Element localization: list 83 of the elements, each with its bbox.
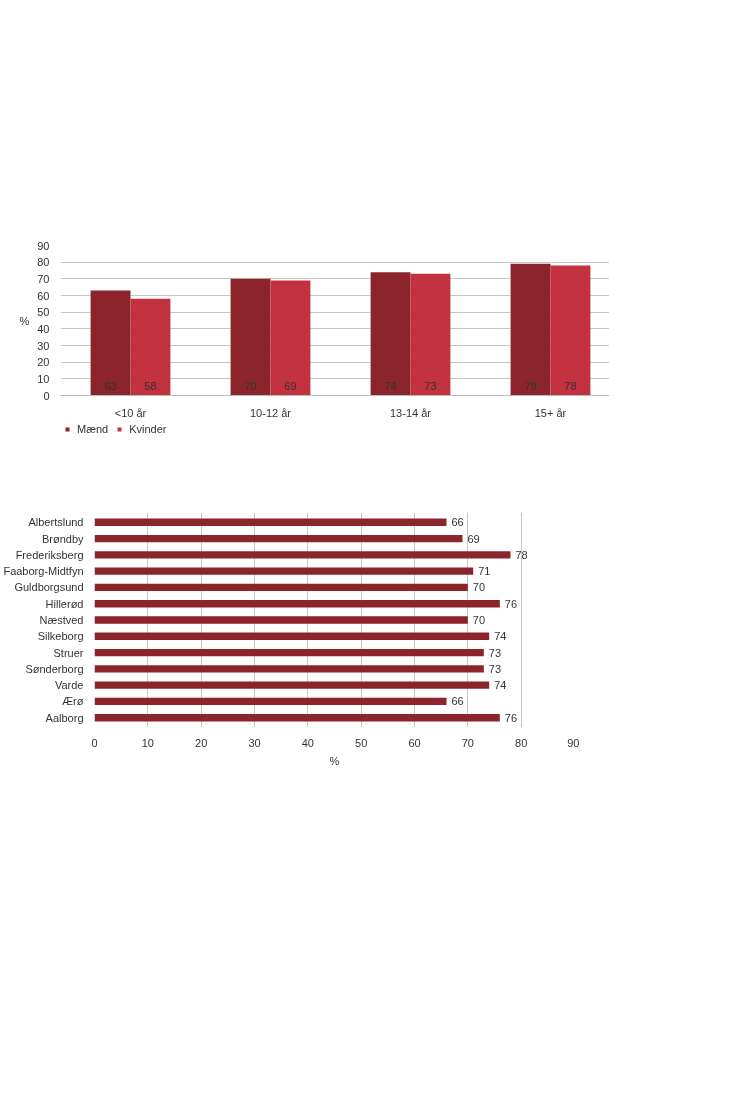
x-tick-label: 40 [301,736,314,749]
data-label: 70 [244,379,257,392]
data-label: 78 [515,548,528,561]
bar [94,551,511,559]
y-tick-label: 90 [37,239,50,252]
x-tick-label: 15+ år [534,406,567,419]
bar [94,697,447,706]
y-tick-label: Aalborg [45,711,84,724]
y-tick-label: Faaborg-Midtfyn [3,565,84,578]
y-tick-label: 50 [37,306,50,319]
bar [370,272,411,396]
bar [94,600,500,608]
bar [94,534,463,543]
data-label: 73 [424,379,437,392]
x-tick-label: 50 [355,736,368,749]
y-axis-title: % [19,314,30,327]
bar [94,648,484,657]
y-tick-label: 40 [37,322,50,335]
legend-label: Mænd [77,423,109,435]
data-label: 71 [478,565,491,578]
bar [510,263,551,396]
data-label: 76 [504,711,518,724]
y-tick-label: 0 [43,389,50,402]
y-tick-label: Næstved [39,614,84,626]
bar [230,278,271,396]
bar [94,567,474,575]
data-label: 69 [284,379,297,392]
x-tick-label: 10-12 år [250,406,292,419]
data-label: 70 [472,581,486,594]
bar [270,280,311,396]
y-tick-label: Brøndby [41,532,84,545]
y-tick-label: 80 [37,256,50,269]
data-label: 66 [451,695,464,708]
y-tick-label: Ærø [62,695,84,708]
bar [130,298,171,396]
data-label: 76 [504,597,518,610]
x-tick-label: 60 [408,736,421,749]
y-tick-label: Struer [53,646,84,659]
legend-label: Kvinder [129,423,167,435]
bar [94,665,484,673]
bar [94,632,490,640]
bar [550,265,591,396]
y-tick-label: 20 [37,356,50,369]
bar [94,714,500,722]
x-tick-label: 10 [141,736,154,749]
x-tick-label: 30 [248,736,261,749]
y-tick-label: 30 [37,339,50,352]
x-tick-label: 20 [195,736,208,749]
x-tick-label: 90 [567,736,580,749]
y-tick-label: 10 [37,372,50,385]
bar [410,273,451,396]
y-tick-label: Hillerød [45,597,84,610]
data-label: 63 [104,379,117,392]
data-label: 74 [494,679,507,692]
data-label: 74 [384,379,397,392]
data-label: 79 [524,379,537,392]
data-label: 73 [488,646,502,659]
x-tick-label: 80 [515,736,528,749]
x-tick-label: 70 [461,736,474,749]
x-tick-label: <10 år [114,406,147,419]
bar [94,583,468,592]
data-label: 74 [494,630,507,643]
y-tick-label: Guldborgsund [14,581,84,594]
x-tick-label: 0 [91,736,98,749]
y-tick-label: Varde [54,679,84,692]
y-tick-label: 70 [37,272,50,285]
data-label: 66 [451,516,464,529]
bar [94,616,468,624]
x-tick-label: 13-14 år [390,406,432,419]
y-tick-label: Albertslund [28,516,84,529]
bar [94,681,490,689]
y-tick-label: Sønderborg [25,662,84,675]
y-tick-label: Frederiksberg [15,548,84,561]
data-label: 70 [472,614,486,626]
bar [94,518,447,526]
x-axis-title: % [329,754,340,767]
y-tick-label: Silkeborg [37,630,84,643]
bar [90,290,131,396]
data-label: 69 [467,532,480,545]
data-label: 58 [144,379,157,392]
data-label: 78 [564,379,577,392]
y-tick-label: 60 [37,289,50,302]
data-label: 73 [488,662,502,675]
